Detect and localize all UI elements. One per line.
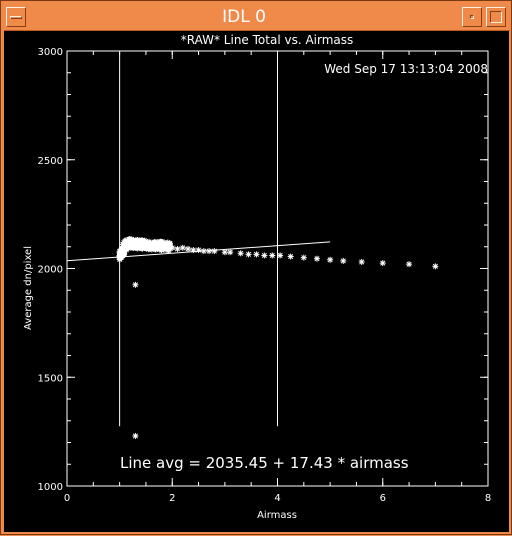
data-point [195,247,202,254]
y-tick-label: 2500 [38,156,63,167]
x-tick-label: 6 [380,493,386,504]
data-point [211,248,218,255]
data-point [340,257,347,264]
x-axis-label: Airmass [257,510,297,521]
y-tick-label: 2000 [38,265,63,276]
data-point [179,244,186,251]
data-point [169,244,176,251]
chart-title: *RAW* Line Total vs. Airmass [181,33,354,47]
data-point [118,245,125,252]
data-point [327,256,334,263]
window-menu-icon[interactable] [6,7,26,27]
x-tick-label: 4 [274,493,280,504]
y-axis-label: Average dn/pixel [23,246,34,330]
fit-equation-label: Line avg = 2035.45 + 17.43 * airmass [120,454,409,472]
data-point [200,248,207,255]
data-marks [66,52,439,439]
y-tick-label: 1500 [38,373,63,384]
data-point [206,248,213,255]
cluster-point [165,247,172,254]
data-point [406,261,413,268]
x-tick-label: 0 [64,493,70,504]
window-title: IDL 0 [222,7,266,27]
data-point [277,252,284,259]
data-point [432,263,439,270]
data-point [185,245,192,252]
minimize-icon[interactable] [462,7,482,27]
data-point [132,281,139,288]
data-point [358,258,365,265]
data-point [287,253,294,260]
scatter-plot: *RAW* Line Total vs. Airmass Wed Sep 17 … [23,33,492,521]
y-tick-label: 3000 [38,47,63,58]
data-point [221,249,228,256]
plot-canvas: *RAW* Line Total vs. Airmass Wed Sep 17 … [4,31,509,532]
x-tick-label: 2 [169,493,175,504]
data-point [245,251,252,258]
data-point [300,254,307,261]
data-point [150,244,157,251]
data-point [190,247,197,254]
data-point [253,251,260,258]
data-point [237,250,244,257]
data-point [261,252,268,259]
data-point [313,255,320,262]
x-tick-label: 8 [485,493,491,504]
title-bar[interactable]: IDL 0 [4,4,510,31]
data-point [132,432,139,439]
plot-timestamp: Wed Sep 17 13:13:04 2008 [324,62,488,76]
data-point [269,252,276,259]
data-point [227,249,234,256]
plot-axes: 0 2 4 6 8 1000 1500 2000 2500 3000 [38,47,492,504]
data-point [140,243,147,250]
data-point [174,245,181,252]
y-tick-label: 1000 [38,482,63,493]
maximize-icon[interactable] [486,7,506,27]
data-point [379,260,386,267]
